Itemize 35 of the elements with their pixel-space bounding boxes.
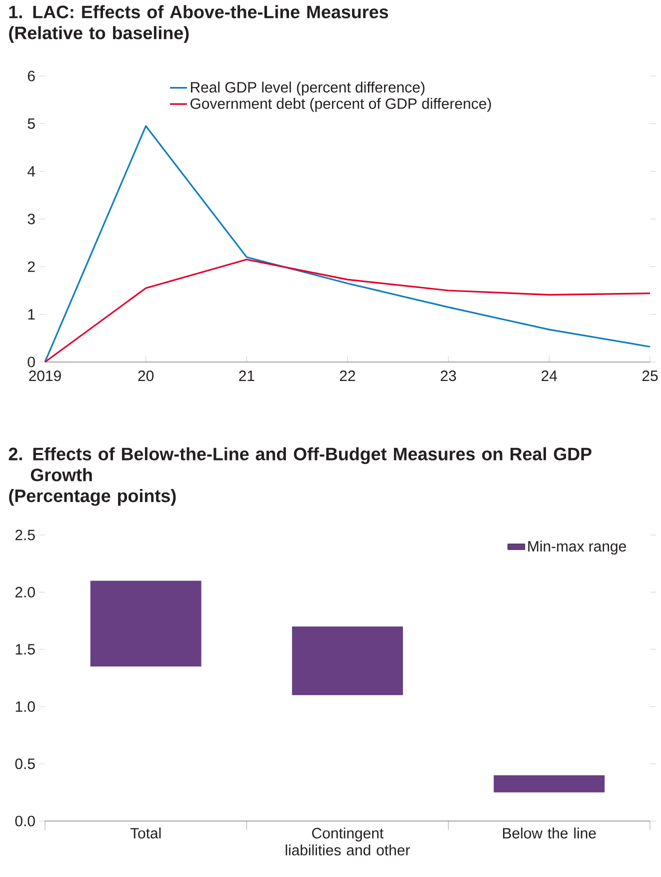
x-tick-label: 23	[440, 370, 456, 382]
bar	[292, 626, 403, 696]
x-tick-label: 20	[138, 370, 154, 382]
x-tick-label: Contingent liabilities and other	[286, 828, 410, 856]
y-tick-label: 3	[28, 214, 35, 224]
x-tick-label: 2019	[29, 370, 61, 382]
x-tick-label: Below the line	[503, 828, 596, 838]
y-tick-label: 1	[28, 309, 35, 320]
chart-subtitle: (Percentage points)	[9, 489, 176, 506]
y-tick-label: 0.0	[15, 816, 35, 826]
y-tick-label: 4	[28, 166, 36, 176]
x-tick-label: 25	[642, 370, 658, 382]
x-tick-label: 24	[542, 370, 558, 381]
legend-label: Min-max range	[528, 540, 626, 555]
chart-subtitle: (Relative to baseline)	[9, 26, 189, 43]
y-tick-label: 0.5	[15, 758, 35, 770]
line-series	[44, 125, 651, 363]
y-tick-label: 2.0	[15, 586, 35, 598]
chart-title: 1. LAC: Effects of Above-the-Line Measures	[9, 5, 388, 18]
y-tick-label: 1.5	[16, 644, 35, 655]
x-tick-label: 22	[340, 370, 356, 381]
x-tick-label: 21	[239, 370, 254, 381]
legend-label: Real GDP level (percent difference)	[191, 82, 424, 96]
y-tick-label: 2.5	[15, 530, 35, 540]
y-tick-label: 6	[28, 70, 35, 82]
x-tick-label: Total	[130, 828, 161, 838]
y-tick-label: 5	[28, 118, 35, 129]
y-tick-label: 0	[28, 356, 35, 368]
bar	[90, 580, 202, 667]
bar	[494, 775, 605, 792]
legend-label: Government debt (percent of GDP difference)	[190, 98, 491, 112]
y-tick-label: 2	[28, 261, 35, 272]
line-series	[44, 258, 651, 363]
y-tick-label: 1.0	[16, 701, 35, 712]
chart-title: 2. Effects of Below-the-Line and Off-Budget Measures on Real GDP Growth	[8, 447, 592, 482]
